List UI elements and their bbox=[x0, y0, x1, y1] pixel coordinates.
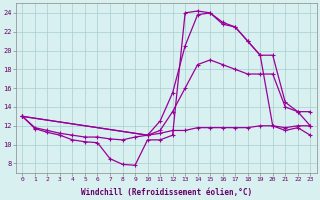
X-axis label: Windchill (Refroidissement éolien,°C): Windchill (Refroidissement éolien,°C) bbox=[81, 188, 252, 197]
